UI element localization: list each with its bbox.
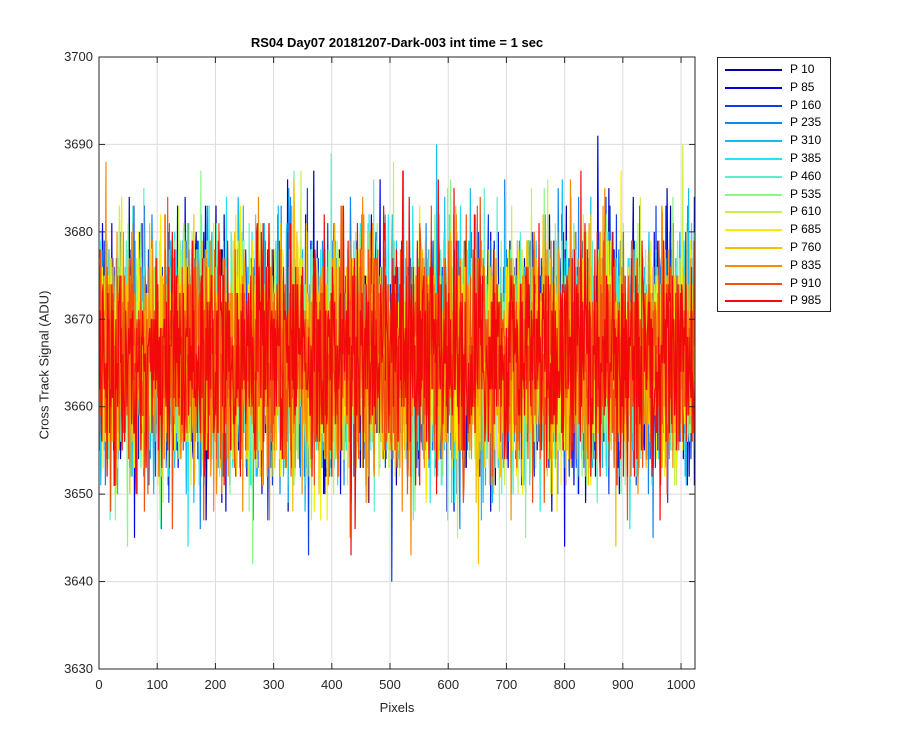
legend-item: P 85 — [718, 79, 830, 97]
legend-swatch — [725, 264, 782, 267]
legend-item: P 835 — [718, 257, 830, 275]
chart-title: RS04 Day07 20181207-Dark-003 int time = … — [250, 35, 544, 50]
x-tick-label: 400 — [321, 677, 343, 692]
legend-swatch — [725, 69, 782, 71]
legend-item: P 610 — [718, 203, 830, 221]
legend-label: P 235 — [790, 115, 822, 130]
x-axis-label: Pixels — [379, 700, 415, 715]
legend: P 10 P 85 P 160 P 235 P 310 P 385 P 460 P 535 P … — [717, 57, 831, 312]
legend-swatch — [725, 175, 782, 178]
y-tick-label: 3690 — [64, 136, 93, 151]
legend-label: P 160 — [790, 97, 822, 112]
legend-swatch — [725, 247, 782, 249]
legend-swatch — [725, 193, 782, 196]
legend-label: P 685 — [790, 222, 822, 237]
legend-item: P 235 — [718, 114, 830, 132]
legend-item: P 10 — [718, 61, 830, 79]
y-tick-label: 3670 — [64, 311, 93, 326]
legend-label: P 910 — [790, 275, 822, 290]
legend-swatch — [725, 211, 782, 214]
series-group — [99, 135, 695, 582]
x-tick-label: 600 — [437, 677, 459, 692]
legend-label: P 610 — [790, 204, 822, 219]
x-tick-label: 800 — [554, 677, 576, 692]
legend-item: P 160 — [718, 97, 830, 115]
y-tick-label: 3630 — [64, 661, 93, 676]
legend-swatch — [725, 282, 782, 285]
legend-swatch — [725, 158, 782, 160]
legend-item: P 385 — [718, 150, 830, 168]
y-axis-label: Cross Track Signal (ADU) — [36, 290, 52, 440]
legend-label: P 535 — [790, 186, 822, 201]
legend-item: P 310 — [718, 132, 830, 150]
x-tick-label: 1000 — [667, 677, 696, 692]
legend-item: P 910 — [718, 275, 830, 293]
legend-item: P 460 — [718, 168, 830, 186]
legend-item: P 985 — [718, 292, 830, 310]
legend-swatch — [725, 229, 782, 232]
y-tick-label: 3660 — [64, 399, 93, 414]
legend-swatch — [725, 300, 782, 303]
legend-item: P 760 — [718, 239, 830, 257]
legend-label: P 10 — [790, 62, 815, 76]
legend-item: P 685 — [718, 221, 830, 239]
legend-label: P 85 — [790, 79, 815, 94]
x-tick-label: 700 — [496, 677, 518, 692]
y-tick-label: 3700 — [64, 49, 93, 64]
y-tick-label: 3680 — [64, 224, 93, 239]
x-tick-label: 900 — [612, 677, 634, 692]
legend-swatch — [725, 86, 782, 89]
legend-swatch — [725, 122, 782, 125]
legend-swatch — [725, 104, 782, 107]
axes-box — [98, 56, 696, 670]
legend-label: P 985 — [790, 293, 822, 308]
legend-label: P 310 — [790, 133, 822, 148]
x-tick-label: 100 — [146, 677, 168, 692]
legend-label: P 460 — [790, 168, 822, 183]
x-tick-label: 500 — [379, 677, 401, 692]
legend-item: P 535 — [718, 186, 830, 204]
x-tick-label: 200 — [205, 677, 227, 692]
y-tick-label: 3650 — [64, 486, 93, 501]
legend-swatch — [725, 140, 782, 143]
x-tick-label: 300 — [263, 677, 285, 692]
legend-label: P 760 — [790, 240, 822, 254]
series-line-p985 — [99, 170, 695, 556]
y-tick-label: 3640 — [64, 574, 93, 589]
legend-label: P 835 — [790, 257, 822, 272]
x-tick-label: 0 — [95, 677, 102, 692]
legend-label: P 385 — [790, 151, 822, 165]
